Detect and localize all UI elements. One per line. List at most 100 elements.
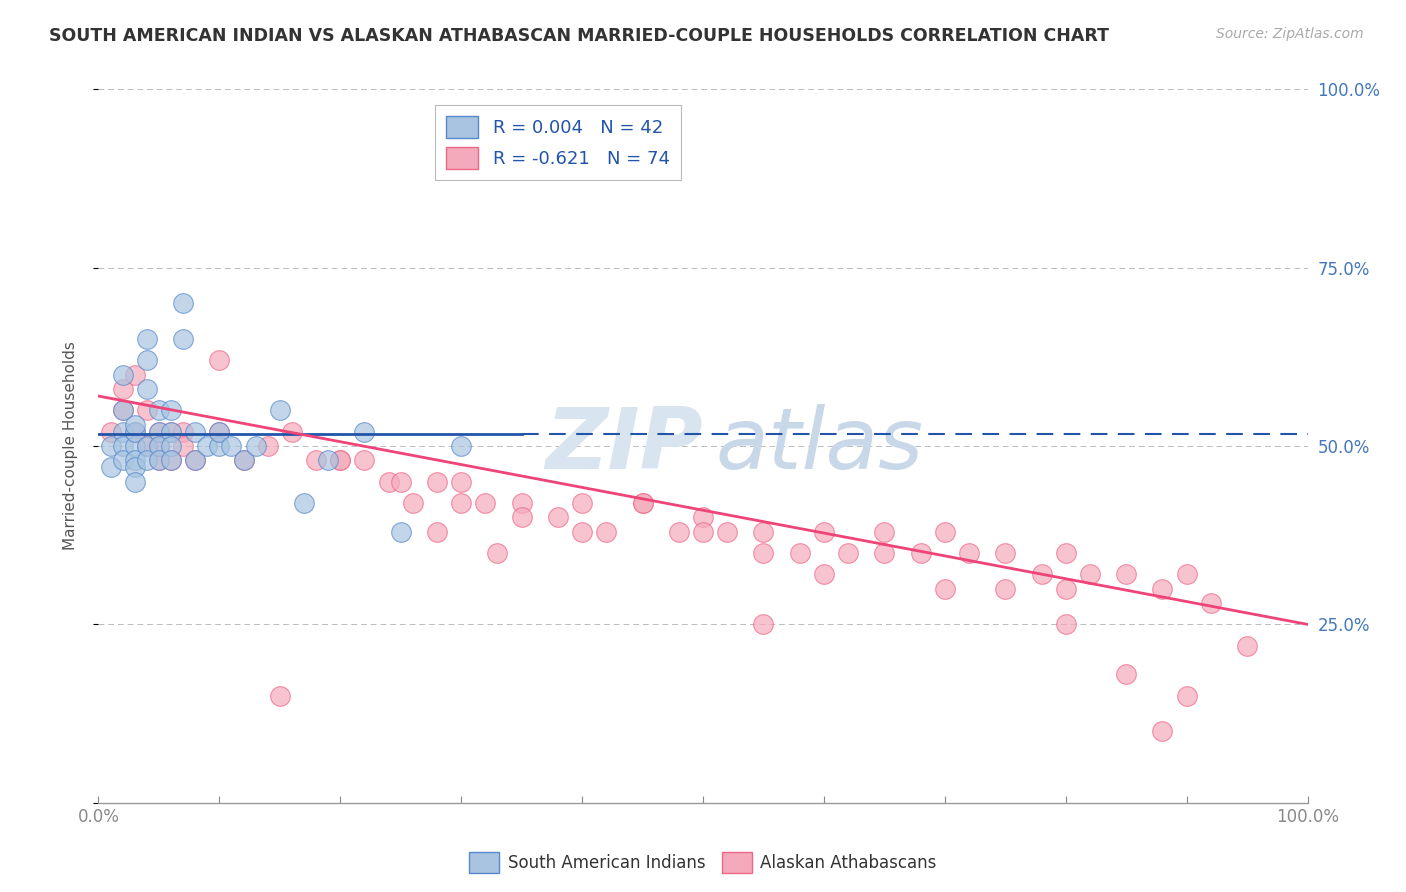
Point bbox=[111, 368, 134, 382]
Point bbox=[1054, 546, 1077, 560]
Point bbox=[752, 546, 775, 560]
Point bbox=[377, 475, 399, 489]
Point bbox=[353, 425, 375, 439]
Point bbox=[245, 439, 267, 453]
Point bbox=[474, 496, 496, 510]
Point bbox=[1152, 582, 1174, 596]
Point bbox=[353, 453, 375, 467]
Point bbox=[752, 524, 775, 539]
Point bbox=[426, 524, 449, 539]
Point bbox=[1115, 667, 1137, 681]
Point bbox=[281, 425, 304, 439]
Point bbox=[221, 439, 243, 453]
Point bbox=[292, 496, 315, 510]
Point bbox=[232, 453, 254, 467]
Point bbox=[837, 546, 859, 560]
Point bbox=[692, 524, 714, 539]
Text: ZIP: ZIP bbox=[546, 404, 703, 488]
Point bbox=[716, 524, 738, 539]
Point bbox=[111, 453, 134, 467]
Point bbox=[1078, 567, 1101, 582]
Point bbox=[402, 496, 425, 510]
Point bbox=[1236, 639, 1258, 653]
Text: Source: ZipAtlas.com: Source: ZipAtlas.com bbox=[1216, 27, 1364, 41]
Point bbox=[160, 453, 183, 467]
Point bbox=[269, 689, 291, 703]
Point bbox=[450, 496, 472, 510]
Point bbox=[789, 546, 811, 560]
Point bbox=[124, 439, 146, 453]
Point bbox=[813, 524, 835, 539]
Point bbox=[111, 425, 134, 439]
Point bbox=[752, 617, 775, 632]
Point bbox=[208, 425, 231, 439]
Point bbox=[208, 439, 231, 453]
Point bbox=[873, 546, 896, 560]
Point bbox=[195, 439, 218, 453]
Point bbox=[547, 510, 569, 524]
Point bbox=[910, 546, 932, 560]
Point bbox=[1199, 596, 1222, 610]
Point bbox=[1031, 567, 1053, 582]
Point bbox=[1152, 724, 1174, 739]
Point bbox=[135, 382, 157, 396]
Point bbox=[1175, 567, 1198, 582]
Point bbox=[571, 524, 593, 539]
Point bbox=[934, 524, 956, 539]
Point bbox=[595, 524, 617, 539]
Point bbox=[160, 403, 183, 417]
Point bbox=[1115, 567, 1137, 582]
Point bbox=[172, 296, 194, 310]
Point bbox=[160, 439, 183, 453]
Point bbox=[111, 382, 134, 396]
Point bbox=[305, 453, 328, 467]
Point bbox=[631, 496, 654, 510]
Point bbox=[124, 460, 146, 475]
Point bbox=[148, 425, 170, 439]
Point bbox=[510, 496, 533, 510]
Point bbox=[124, 475, 146, 489]
Point bbox=[148, 439, 170, 453]
Point bbox=[389, 524, 412, 539]
Point bbox=[148, 453, 170, 467]
Point bbox=[160, 453, 183, 467]
Point bbox=[486, 546, 509, 560]
Point bbox=[111, 403, 134, 417]
Point bbox=[148, 425, 170, 439]
Point bbox=[100, 460, 122, 475]
Point bbox=[316, 453, 339, 467]
Point bbox=[135, 403, 157, 417]
Point bbox=[148, 403, 170, 417]
Point bbox=[1054, 617, 1077, 632]
Point bbox=[1175, 689, 1198, 703]
Legend: South American Indians, Alaskan Athabascans: South American Indians, Alaskan Athabasc… bbox=[463, 846, 943, 880]
Point bbox=[208, 353, 231, 368]
Point bbox=[124, 425, 146, 439]
Point bbox=[135, 439, 157, 453]
Point bbox=[184, 453, 207, 467]
Point bbox=[160, 425, 183, 439]
Point bbox=[100, 439, 122, 453]
Legend: R = 0.004   N = 42, R = -0.621   N = 74: R = 0.004 N = 42, R = -0.621 N = 74 bbox=[434, 105, 681, 180]
Point bbox=[256, 439, 278, 453]
Point bbox=[813, 567, 835, 582]
Point bbox=[873, 524, 896, 539]
Point bbox=[135, 353, 157, 368]
Point bbox=[450, 439, 472, 453]
Point bbox=[184, 453, 207, 467]
Point bbox=[160, 425, 183, 439]
Point bbox=[172, 439, 194, 453]
Point bbox=[329, 453, 352, 467]
Point bbox=[631, 496, 654, 510]
Point bbox=[172, 332, 194, 346]
Point bbox=[994, 546, 1017, 560]
Point bbox=[124, 425, 146, 439]
Point bbox=[692, 510, 714, 524]
Point bbox=[135, 439, 157, 453]
Point bbox=[124, 453, 146, 467]
Text: atlas: atlas bbox=[716, 404, 924, 488]
Point bbox=[957, 546, 980, 560]
Point bbox=[100, 425, 122, 439]
Point bbox=[232, 453, 254, 467]
Text: SOUTH AMERICAN INDIAN VS ALASKAN ATHABASCAN MARRIED-COUPLE HOUSEHOLDS CORRELATIO: SOUTH AMERICAN INDIAN VS ALASKAN ATHABAS… bbox=[49, 27, 1109, 45]
